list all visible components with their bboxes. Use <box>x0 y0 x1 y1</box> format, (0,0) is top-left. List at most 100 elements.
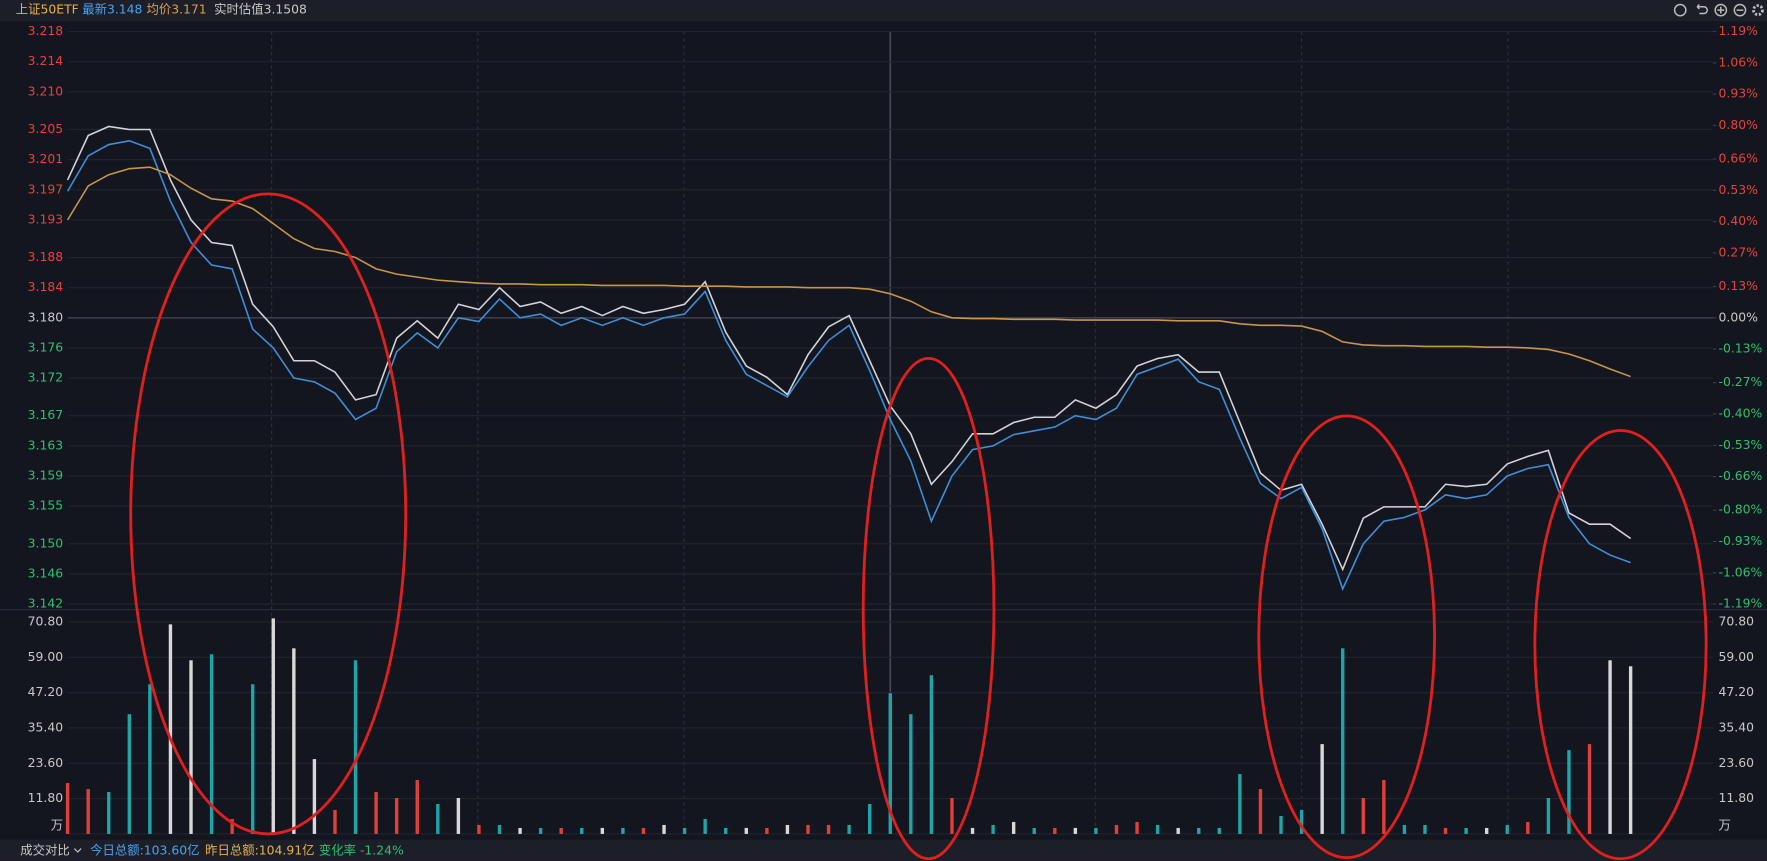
volume-bar <box>394 798 399 834</box>
volume-bar <box>189 660 193 834</box>
y-tick-label-right: 59.00 <box>1719 649 1755 664</box>
volume-bar <box>353 660 358 834</box>
compare-label[interactable]: 成交对比 <box>20 842 70 857</box>
volume-bar <box>970 827 975 834</box>
volume-bar <box>724 827 728 834</box>
volume-bar <box>518 827 522 834</box>
volume-bar <box>271 618 275 834</box>
highlight-ellipse <box>129 192 408 836</box>
y2-tick-label: 0.93% <box>1719 86 1759 101</box>
yesterday-total: 昨日总额:104.91亿 <box>205 842 314 857</box>
volume-bar <box>1299 809 1304 834</box>
volume-bar <box>991 824 995 834</box>
volume-bar <box>65 783 70 834</box>
y-tick-label: 3.146 <box>28 565 64 580</box>
volume-bar <box>1423 824 1427 834</box>
y2-tick-label: 0.13% <box>1719 278 1759 293</box>
volume-bar <box>1155 824 1160 834</box>
volume-bar <box>888 693 892 834</box>
volume-bar <box>209 654 214 834</box>
icon-button[interactable] <box>1733 3 1747 17</box>
volume-bar <box>868 803 872 834</box>
y-tick-label: 3.155 <box>28 498 63 513</box>
toolbar-icons <box>1673 3 1764 17</box>
y-tick-label: 3.180 <box>28 309 64 324</box>
volume-bar <box>292 648 296 834</box>
y-tick-label: 35.40 <box>28 719 64 734</box>
volume-bar <box>1505 824 1509 834</box>
y2-tick-label: -0.93% <box>1719 533 1763 548</box>
icon-button[interactable] <box>1752 4 1764 17</box>
volume-bar <box>641 827 646 834</box>
volume-bar <box>1567 750 1571 834</box>
average-price: 均价3.171 <box>146 2 206 17</box>
bottom-bar <box>0 839 1767 861</box>
volume-bar <box>230 818 234 834</box>
volume-bar <box>1443 827 1448 834</box>
y2-tick-label: -0.66% <box>1719 468 1763 483</box>
y-tick-label: 59.00 <box>28 649 64 664</box>
y2-tick-label: -0.80% <box>1719 502 1763 517</box>
y-tick-label: 3.218 <box>28 23 64 38</box>
y2-tick-label: 1.06% <box>1719 54 1759 69</box>
volume-bar <box>744 827 748 834</box>
volume-bar <box>148 684 152 834</box>
volume-bar <box>765 827 769 834</box>
volume-bar <box>312 759 317 834</box>
icon-button[interactable] <box>1696 4 1708 15</box>
volume-bar <box>1135 821 1139 834</box>
volume-bar <box>1546 798 1551 834</box>
plot: 3.218 3.214 3.210 3.205 3.201 3.197 3.193 3.188… <box>28 23 1763 835</box>
volume-bar <box>1361 798 1365 834</box>
icon-button[interactable] <box>1714 3 1728 17</box>
volume-bar <box>806 824 810 834</box>
volume-bar <box>1628 666 1633 834</box>
highlight-ellipse <box>1257 414 1436 860</box>
y-tick-label: 3.197 <box>28 181 63 196</box>
highlight-ellipse <box>1533 429 1708 861</box>
y-tick-label: 3.214 <box>28 53 64 68</box>
y-tick-label-right: 47.20 <box>1719 684 1755 699</box>
volume-bar <box>1032 827 1036 834</box>
volume-bar <box>1587 744 1592 834</box>
icon-button[interactable] <box>1673 3 1687 17</box>
y-tick-label: 3.210 <box>28 83 64 98</box>
volume-bar <box>1053 827 1057 834</box>
y2-tick-label: 0.40% <box>1719 213 1759 228</box>
y-tick-label: 万 <box>51 818 63 833</box>
volume-bar <box>456 798 461 834</box>
volume-bar <box>1464 827 1468 834</box>
volume-bar <box>1484 827 1489 834</box>
price-line <box>66 125 1632 572</box>
y2-tick-label: -0.27% <box>1719 374 1763 389</box>
volume-bar <box>477 824 481 834</box>
y-tick-label-right: 70.80 <box>1719 613 1755 628</box>
volume-bar <box>785 824 790 834</box>
volume-bar <box>86 789 90 834</box>
y-tick-label: 3.205 <box>28 121 63 136</box>
volume-bar <box>826 824 831 834</box>
y-tick-label: 3.150 <box>28 535 64 550</box>
volume-bar <box>1382 780 1386 834</box>
y2-tick-label: -0.13% <box>1719 341 1763 356</box>
y2-tick-label: 0.53% <box>1719 182 1759 197</box>
y-tick-label: 47.20 <box>28 684 64 699</box>
y-tick-label: 3.142 <box>28 596 63 611</box>
dropdown-arrow <box>73 848 82 853</box>
volume-bar <box>950 798 954 834</box>
volume-bar <box>1197 827 1201 834</box>
estimate: 实时估值3.1508 <box>214 2 307 17</box>
volume-bar <box>703 818 707 834</box>
annotations <box>129 192 1708 861</box>
volume-bar <box>1608 660 1612 834</box>
y2-tick-label: 0.00% <box>1719 309 1759 324</box>
y-tick-label: 3.193 <box>28 211 63 226</box>
volume-bar <box>621 827 625 834</box>
y-tick-label: 3.163 <box>28 437 63 452</box>
volume-bar <box>1526 821 1530 834</box>
volume-bar <box>1114 824 1119 834</box>
volume-bar <box>415 780 419 834</box>
y-tick-label-right: 11.80 <box>1719 790 1755 805</box>
volume-bar <box>1176 827 1180 834</box>
